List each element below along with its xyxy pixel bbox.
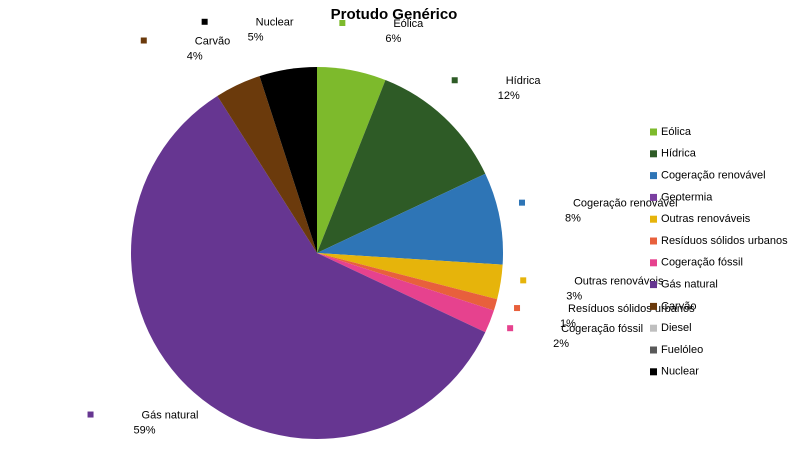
data-label-name: Outras renováveis (574, 275, 664, 287)
legend-swatch (650, 281, 657, 289)
data-label-name: Cogeração fóssil (561, 323, 643, 335)
pie-slice (317, 253, 498, 311)
data-label-name: Gás natural (142, 409, 199, 421)
legend-label: Fuelóleo (661, 344, 703, 356)
legend-swatch (650, 215, 657, 223)
legend-label: Hídrica (661, 148, 697, 160)
pie-slice (317, 253, 503, 300)
data-label-name: Eólica (393, 18, 424, 30)
label-marker (518, 199, 525, 206)
legend-label: Cogeração renovável (661, 170, 766, 182)
pie-slice (317, 67, 386, 253)
legend-label: Resíduos sólidos urbanos (661, 235, 788, 247)
legend-swatch (650, 237, 657, 245)
legend-swatch (650, 368, 657, 376)
legend-label: Gás natural (661, 279, 718, 291)
data-label: 6% (385, 33, 401, 45)
data-label: 3% (566, 290, 582, 302)
data-label: 12% (498, 90, 520, 102)
label-marker (140, 37, 147, 44)
pie-slice (217, 76, 317, 253)
label-marker (514, 305, 521, 312)
label-marker (87, 411, 94, 418)
data-label-name: Nuclear (256, 17, 294, 29)
data-label: 2% (553, 338, 569, 350)
legend-label: Diesel (661, 322, 692, 334)
data-label: 8% (565, 213, 581, 225)
legend-label: Nuclear (661, 366, 699, 378)
data-label-name: Carvão (195, 35, 230, 47)
legend-label: Geotermia (661, 191, 713, 203)
data-label: 1% (560, 318, 576, 330)
legend-swatch (650, 172, 657, 180)
data-label: 59% (134, 424, 156, 436)
label-marker (507, 325, 514, 332)
data-label-name: Resíduos sólidos urbanos (568, 303, 695, 315)
legend-swatch (650, 259, 657, 267)
label-marker (520, 277, 527, 284)
legend-label: Outras renováveis (661, 213, 751, 225)
legend-swatch (650, 128, 657, 136)
chart-title: Protudo Genérico (331, 6, 458, 23)
legend-swatch (650, 324, 657, 332)
pie-slice (317, 80, 486, 253)
legend-swatch (650, 346, 657, 354)
data-label-name: Hídrica (506, 75, 542, 87)
label-marker (451, 77, 458, 84)
legend-swatch (650, 302, 657, 310)
legend-label: Eólica (661, 126, 692, 138)
pie-slice (317, 253, 494, 333)
pie-slice (259, 67, 317, 253)
legend-label: Carvão (661, 300, 696, 312)
label-marker (201, 18, 208, 25)
legend-swatch (650, 193, 657, 201)
data-label: 5% (248, 32, 264, 44)
data-label: 4% (187, 50, 203, 62)
pie-slice (317, 173, 503, 265)
legend-label: Cogeração fóssil (661, 257, 743, 269)
legend-swatch (650, 150, 657, 158)
pie-slice (130, 95, 486, 440)
label-marker (339, 20, 346, 27)
